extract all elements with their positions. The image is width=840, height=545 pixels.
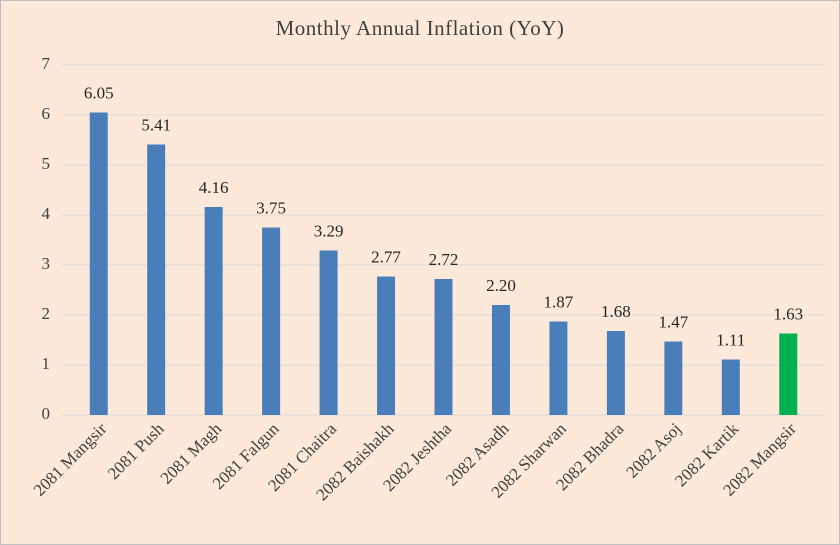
value-label: 1.68 [601,302,631,321]
y-tick-label: 0 [42,404,51,423]
y-tick-label: 1 [42,354,51,373]
bar [319,250,338,415]
bar [262,227,281,415]
bar [721,359,740,415]
value-label: 1.87 [544,292,574,311]
y-tick-label: 6 [42,104,51,123]
bar [664,341,683,415]
bar [377,276,396,415]
value-label: 3.29 [314,221,344,240]
value-label: 2.77 [371,247,401,266]
y-tick-label: 4 [42,204,51,223]
y-tick-label: 3 [42,254,51,273]
bar [549,321,568,415]
value-label: 4.16 [199,178,229,197]
bar [491,305,510,415]
bar [606,331,625,415]
bar [779,333,798,415]
bar [147,144,166,415]
y-tick-label: 7 [42,54,51,73]
value-label: 1.11 [716,330,745,349]
y-tick-label: 2 [42,304,51,323]
value-label: 2.20 [486,276,516,295]
value-label: 3.75 [256,198,286,217]
chart-title: Monthly Annual Inflation (YoY) [276,16,565,40]
value-label: 6.05 [84,83,114,102]
value-label: 1.47 [658,312,688,331]
y-tick-label: 5 [42,154,51,173]
bar [89,112,108,415]
value-label: 5.41 [141,115,171,134]
bar [204,207,223,415]
value-label: 2.72 [429,250,459,269]
value-label: 1.63 [773,304,803,323]
bar [434,279,453,415]
